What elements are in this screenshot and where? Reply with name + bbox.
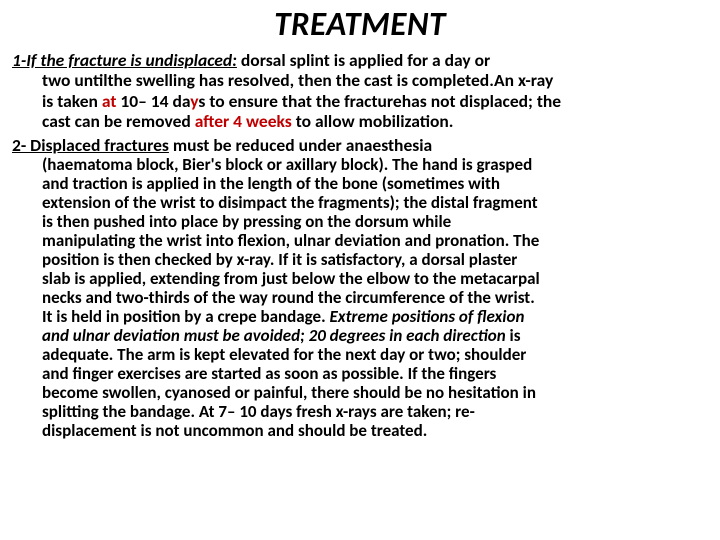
section-2-lead: 2- Displaced fractures: [12, 134, 169, 156]
s2-p14: splitting the bandage. At 7– 10 days fre…: [12, 402, 708, 421]
s2-p9em: Extreme positions of flexion: [330, 306, 525, 327]
section-1-lead: 1-If the fracture is undisplaced:: [12, 49, 237, 71]
s2-p1: (haematoma block, Bier's block or axilla…: [12, 155, 708, 174]
section-2-tail: must be reduced under anaesthesia: [169, 134, 432, 156]
s2-p5: manipulating the wrist into flexion, uln…: [12, 231, 708, 250]
s2-p4: is then pushed into place by pressing on…: [12, 212, 708, 231]
s2-p12: and finger exercises are started as soon…: [12, 364, 708, 383]
s1-l4-red: after 4 weeks: [195, 110, 292, 132]
s2-p6: position is then checked by x-ray. If it…: [12, 250, 708, 269]
s2-p13: become swollen, cyanosed or painful, the…: [12, 383, 708, 402]
s1-l4b: to allow mobilization.: [292, 110, 454, 132]
section-1: 1-If the fracture is undisplaced: dorsal…: [12, 50, 708, 131]
page-title: TREATMENT: [12, 6, 708, 42]
s1-l3-red1: at: [102, 90, 117, 112]
s2-p3: extension of the wrist to disimpact the …: [12, 193, 708, 212]
section-1-line2: two untilthe swelling has resolved, then…: [12, 70, 708, 90]
s2-p9a: It is held in position by a crepe bandag…: [42, 306, 330, 327]
s1-l3c: s to ensure that the fracturehas not dis…: [198, 90, 561, 112]
s1-l3b: 10– 14 da: [116, 90, 190, 112]
section-2: 2- Displaced fractures must be reduced u…: [12, 135, 708, 441]
section-1-line3: is taken at 10– 14 days to ensure that t…: [12, 91, 708, 111]
s2-p9: It is held in position by a crepe bandag…: [12, 307, 708, 326]
section-1-tail: dorsal splint is applied for a day or: [237, 49, 490, 71]
s2-p2: and traction is applied in the length of…: [12, 174, 708, 193]
section-1-line4: cast can be removed after 4 weeks to all…: [12, 111, 708, 131]
slide-page: TREATMENT 1-If the fracture is undisplac…: [0, 0, 720, 540]
s2-p10em: and ulnar deviation must be avoided; 20 …: [42, 325, 506, 346]
s2-p11: adequate. The arm is kept elevated for t…: [12, 345, 708, 364]
s2-p10: and ulnar deviation must be avoided; 20 …: [12, 326, 708, 345]
s2-p7: slab is applied, extending from just bel…: [12, 269, 708, 288]
s2-p8: necks and two-thirds of the way round th…: [12, 288, 708, 307]
s2-p15: displacement is not uncommon and should …: [12, 421, 708, 440]
s1-l4a: cast can be removed: [42, 110, 195, 132]
s2-p10b: is: [506, 325, 521, 346]
s1-l3a: is taken: [42, 90, 102, 112]
